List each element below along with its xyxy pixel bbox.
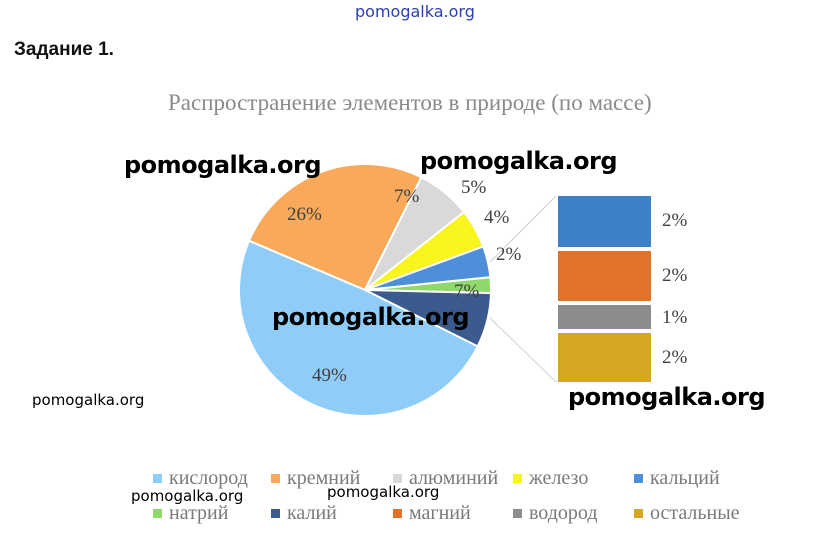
legend-swatch bbox=[153, 474, 162, 483]
legend-swatch bbox=[634, 509, 643, 518]
legend-aluminium: алюминий bbox=[393, 467, 498, 490]
legend-swatch bbox=[513, 509, 522, 518]
watermark-5: pomogalka.org bbox=[32, 391, 145, 409]
legend-swatch bbox=[634, 474, 643, 483]
bar-label-hydrogen: 1% bbox=[662, 307, 688, 328]
label-sodium: 2% bbox=[496, 244, 522, 265]
bar-label-magnesium: 2% bbox=[662, 265, 688, 286]
bar-segment-магний bbox=[558, 251, 651, 301]
bar-segment-остальные bbox=[558, 333, 651, 382]
label-silicon: 26% bbox=[287, 204, 322, 225]
label-oxygen: 49% bbox=[312, 365, 347, 386]
legend-swatch bbox=[271, 474, 280, 483]
legend-swatch bbox=[393, 474, 402, 483]
legend-silicon: кремний bbox=[271, 467, 360, 490]
legend-sodium: натрий bbox=[153, 502, 228, 525]
label-iron: 5% bbox=[461, 177, 487, 198]
watermark-6: pomogalka.org bbox=[131, 487, 244, 505]
bar-segment-кальций bbox=[558, 196, 651, 247]
watermark-7: pomogalka.org bbox=[327, 483, 440, 501]
bar-segment-водород bbox=[558, 305, 651, 329]
watermark-1: pomogalka.org bbox=[124, 151, 322, 179]
legend-swatch bbox=[153, 509, 162, 518]
watermark-3: pomogalka.org bbox=[272, 303, 470, 331]
task-heading: Задание 1. bbox=[14, 39, 114, 60]
legend-swatch bbox=[513, 474, 522, 483]
legend-swatch bbox=[271, 509, 280, 518]
legend-hydrogen: водород bbox=[513, 502, 598, 525]
legend-iron: железо bbox=[513, 467, 588, 490]
legend-magnesium: магний bbox=[393, 502, 471, 525]
watermark-4: pomogalka.org bbox=[568, 383, 766, 411]
connector-line-top bbox=[489, 195, 557, 263]
watermark-2: pomogalka.org bbox=[420, 147, 618, 175]
label-aluminium: 7% bbox=[394, 186, 420, 207]
label-potassium: 7% bbox=[454, 281, 480, 302]
legend-calcium: кальций bbox=[634, 467, 720, 490]
connector-line-bottom bbox=[489, 317, 557, 383]
bar-label-top: 2% bbox=[662, 210, 688, 231]
watermark-top: pomogalka.org bbox=[355, 2, 475, 21]
pie-slice-кислород bbox=[238, 239, 480, 417]
chart-title: Распространение элементов в природе (по … bbox=[168, 90, 652, 115]
legend-others: остальные bbox=[634, 502, 740, 525]
legend-swatch bbox=[393, 509, 402, 518]
bar-label-others: 2% bbox=[662, 347, 688, 368]
legend-potassium: калий bbox=[271, 502, 337, 525]
legend-oxygen: кислород bbox=[153, 467, 248, 490]
label-calcium: 4% bbox=[484, 207, 510, 228]
